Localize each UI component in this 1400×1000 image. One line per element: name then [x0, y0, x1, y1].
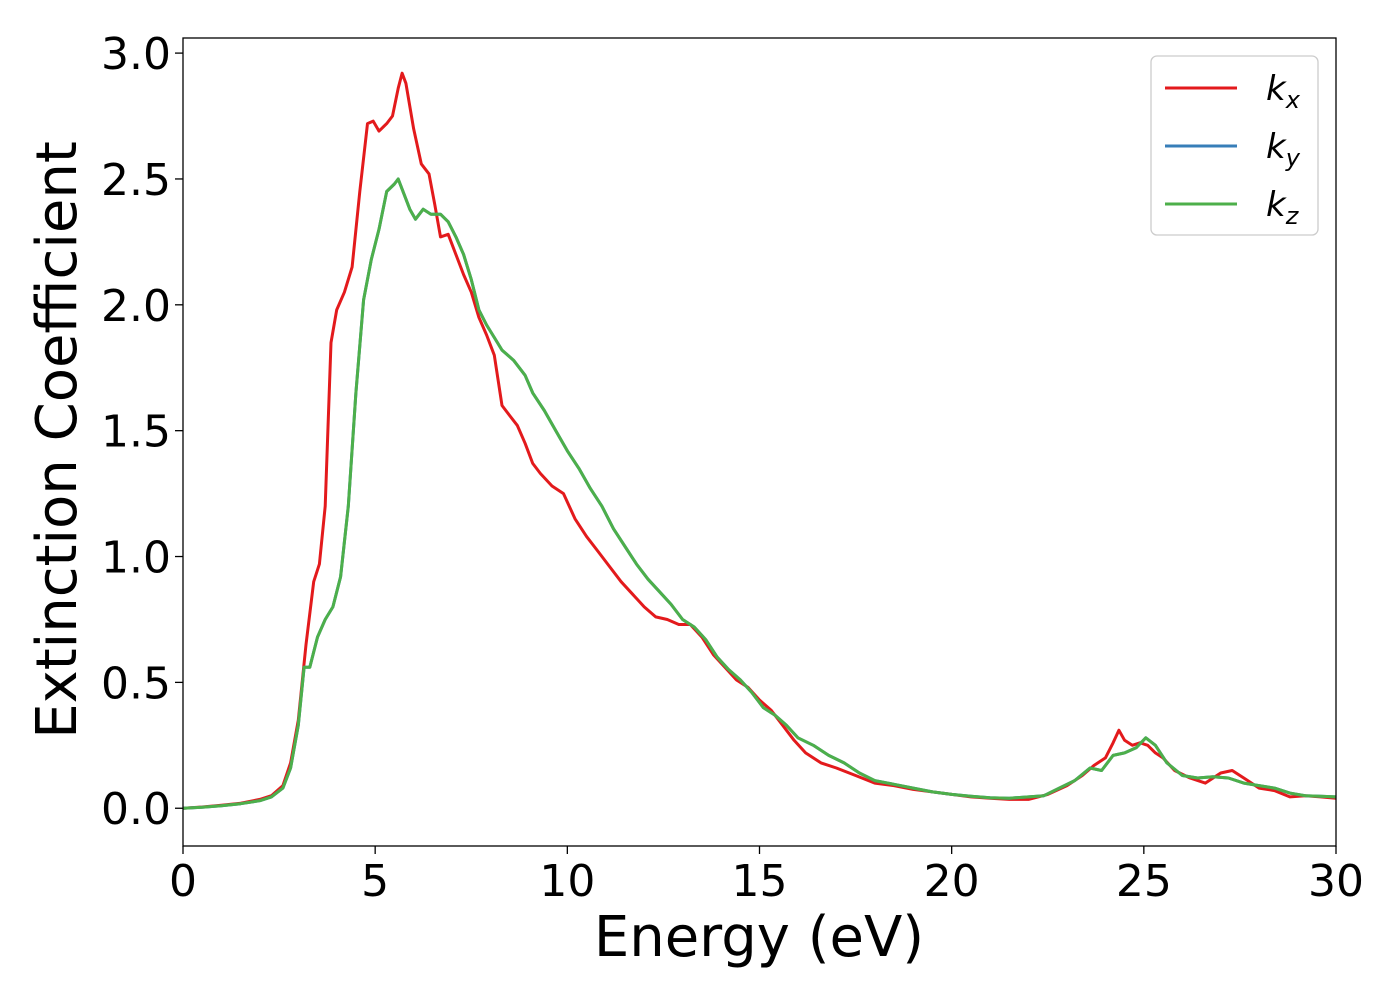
- y-tick-label: 2.5: [101, 155, 171, 206]
- legend-label-kx: kx: [1266, 69, 1301, 114]
- series-lines: [183, 71, 1336, 810]
- x-tick-label: 15: [732, 856, 788, 907]
- x-tick-label: 5: [361, 856, 389, 907]
- x-tick-label: 20: [924, 856, 980, 907]
- y-axis-title: Extinction Coefficient: [25, 141, 90, 739]
- legend-label-kz: kz: [1266, 185, 1300, 230]
- y-tick-label: 0.5: [101, 658, 171, 709]
- series-line-ky: [183, 177, 1336, 810]
- y-tick-label: 0.0: [101, 784, 171, 835]
- x-tick-label: 30: [1308, 856, 1364, 907]
- series-line-kx: [183, 71, 1336, 810]
- legend-label-ky: ky: [1266, 127, 1301, 172]
- legend: kx ky kz: [1150, 55, 1319, 236]
- x-axis-title: Energy (eV): [594, 905, 924, 970]
- y-tick-label: 3.0: [101, 29, 171, 80]
- y-tick-label: 1.5: [101, 407, 171, 458]
- x-tick-label: 10: [539, 856, 595, 907]
- y-tick-label: 2.0: [101, 281, 171, 332]
- y-axis-ticks: 0.0 0.5 1.0 1.5 2.0 2.5 3.0: [101, 29, 183, 835]
- series-line-kz: [183, 177, 1336, 810]
- x-axis-ticks: 0 5 10 15 20 25 30: [169, 846, 1364, 907]
- x-tick-label: 25: [1116, 856, 1172, 907]
- y-tick-label: 1.0: [101, 533, 171, 584]
- x-tick-label: 0: [169, 856, 197, 907]
